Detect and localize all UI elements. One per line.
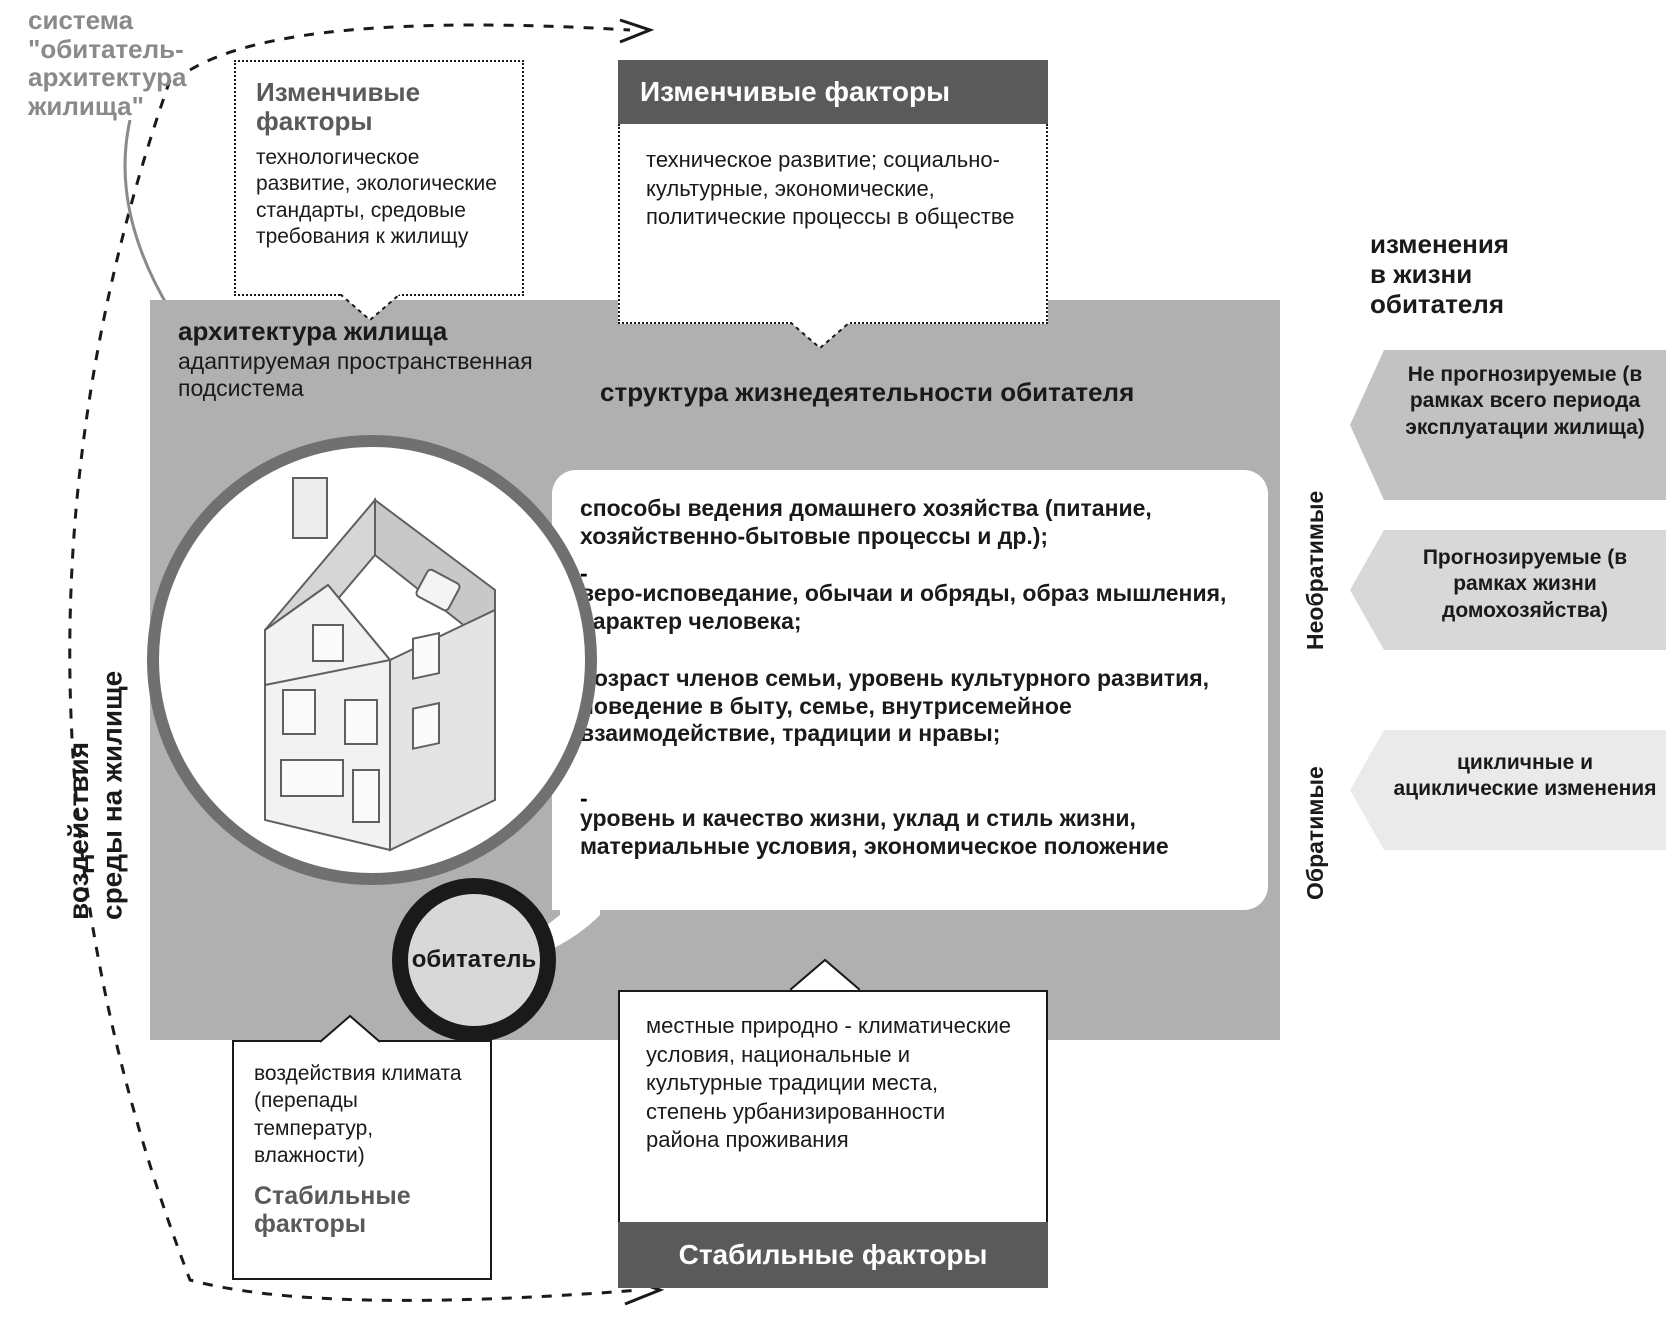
side-right-title: изменения в жизни обитателя [1370, 230, 1509, 320]
system-title-l4: жилища" [28, 92, 187, 121]
stable-left-header: Стабильные факторы [254, 1183, 470, 1238]
stable-right-notch [790, 958, 860, 992]
house-icon [195, 460, 555, 860]
changeable-left-notch [340, 294, 400, 324]
side-left-l1: воздействия [62, 420, 96, 920]
changeable-left-body: технологическое развитие, экологические … [256, 145, 502, 250]
system-title-l1: система [28, 6, 187, 35]
tag1-text: Не прогнозируемые (в рамках всего период… [1392, 362, 1658, 441]
changeable-left-header: Изменчивые факторы [256, 78, 502, 135]
side-right-title-l1: изменения [1370, 230, 1509, 260]
stable-left-body: воздействия климата (перепады температур… [254, 1060, 470, 1169]
stable-right-box: местные природно - климатические условия… [618, 990, 1048, 1222]
structure-title: структура жизнедеятельности обитателя [600, 378, 1160, 408]
changeable-right-body: техническое развитие; социально-культурн… [646, 146, 1020, 232]
changeable-right-box: техническое развитие; социально-культурн… [618, 124, 1048, 324]
system-title-l3: архитектура [28, 63, 187, 92]
side-right-title-l3: обитателя [1370, 290, 1509, 320]
title-pointer [100, 120, 190, 320]
side-left-label: воздействия среды на жилище [62, 420, 129, 920]
arch-title: архитектура жилища [178, 316, 447, 347]
structure-bullet-2: веро-исповедание, обычаи и обряды, образ… [580, 580, 1250, 635]
inhabitant-circle: обитатель [392, 878, 556, 1042]
changeable-right-notch [790, 322, 850, 352]
system-title-l2: "обитатель- [28, 35, 187, 64]
side-right-vlabel1: Необратимые [1302, 370, 1329, 650]
side-left-l2: среды на жилище [96, 420, 130, 920]
side-right-vlabel2: Обратимые [1302, 700, 1329, 900]
stable-left-notch [320, 1014, 380, 1044]
changeable-right-header: Изменчивые факторы [640, 76, 950, 108]
structure-bullet-3: возраст членов семьи, уровень культурног… [580, 665, 1260, 748]
structure-bullet-1: способы ведения домашнего хозяйства (пит… [580, 495, 1250, 550]
side-right-title-l2: в жизни [1370, 260, 1509, 290]
tag3-text: цикличные и ациклические изменения [1392, 750, 1658, 803]
changeable-right-header-bar: Изменчивые факторы [618, 60, 1048, 124]
tag2-text: Прогнозируемые (в рамках жизни домохозяй… [1392, 545, 1658, 624]
arch-subtitle: адаптируемая пространственная подсистема [178, 348, 578, 402]
stable-left-box: воздействия климата (перепады температур… [232, 1040, 492, 1280]
stable-right-header: Стабильные факторы [679, 1239, 988, 1271]
stable-right-header-bar: Стабильные факторы [618, 1222, 1048, 1288]
inhabitant-label: обитатель [412, 946, 536, 974]
changeable-left-box: Изменчивые факторы технологическое разви… [234, 60, 524, 296]
system-title: система "обитатель- архитектура жилища" [28, 6, 187, 120]
structure-bullet-4: уровень и качество жизни, уклад и стиль … [580, 805, 1260, 860]
stable-right-body: местные природно - климатические условия… [646, 1012, 1020, 1155]
